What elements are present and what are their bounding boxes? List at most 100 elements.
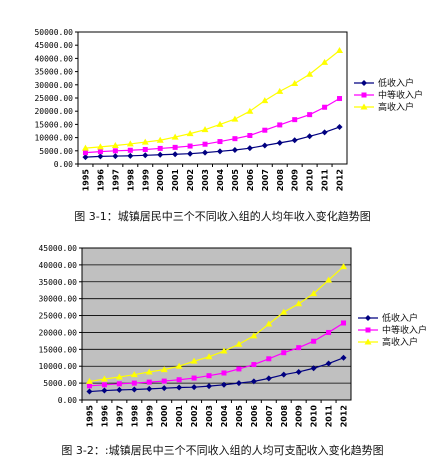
- data-point: [205, 353, 213, 360]
- data-point: [127, 147, 133, 153]
- series-line: [89, 266, 344, 383]
- data-point: [246, 145, 253, 152]
- x-tick-label: 2011: [321, 169, 330, 192]
- data-point: [81, 144, 89, 151]
- data-point: [85, 377, 93, 384]
- data-point: [131, 386, 138, 393]
- data-point: [97, 149, 103, 155]
- x-tick-label: 2002: [186, 169, 195, 191]
- data-point: [251, 362, 257, 368]
- data-point: [291, 137, 298, 144]
- x-tick-label: 2010: [306, 169, 315, 192]
- x-tick-label: 2003: [205, 405, 214, 427]
- legend-entry: 中等收入户: [354, 89, 423, 101]
- data-point: [101, 387, 108, 394]
- y-tick-label: 15000.00: [34, 120, 73, 129]
- data-point: [202, 141, 208, 147]
- data-point: [112, 153, 119, 160]
- data-point: [175, 362, 183, 369]
- x-tick-label: 2006: [250, 405, 259, 428]
- y-tick-label: 25000.00: [38, 312, 77, 321]
- data-point: [201, 126, 209, 133]
- chart-1-svg: 0.00 5000.00 10000.00 15000.00 20000.00 25000…: [34, 28, 423, 192]
- chart-2: 0.00 5000.00 10000.00 15000.00 20000.00 25000…: [0, 232, 445, 463]
- y-tick-label: 45000.00: [34, 41, 73, 50]
- chart-1-caption: 图 3-1：城镇居民中三个不同收入组的人均年收入变化趋势图: [74, 210, 371, 223]
- y-tick-label: 5000.00: [43, 379, 77, 388]
- data-point: [111, 142, 119, 149]
- x-tick-label: 2007: [261, 169, 270, 191]
- x-tick-label: 1999: [141, 169, 150, 192]
- data-point: [86, 388, 93, 395]
- y-tick-label: 30000.00: [38, 295, 77, 304]
- y-tick-label: 5000.00: [39, 147, 73, 156]
- data-point: [265, 375, 272, 382]
- chart-2-svg: 0.00 5000.00 10000.00 15000.00 20000.00 25000…: [38, 244, 427, 428]
- x-tick-label: 2009: [295, 405, 304, 428]
- data-point: [115, 373, 123, 380]
- legend-label: 高收入户: [378, 101, 414, 113]
- y-tick-label: 35000.00: [34, 68, 73, 77]
- data-point: [322, 104, 328, 110]
- data-point: [291, 79, 299, 86]
- data-point: [276, 87, 284, 94]
- data-point: [216, 148, 223, 155]
- plot-area: [81, 247, 352, 401]
- data-point: [326, 329, 332, 335]
- series-3: [81, 46, 344, 151]
- data-point: [97, 153, 104, 160]
- data-point: [82, 154, 89, 161]
- legend-label: 中等收入户: [382, 324, 427, 336]
- data-point: [292, 117, 298, 123]
- data-point: [276, 139, 283, 146]
- x-tick-label: 2005: [235, 405, 244, 428]
- data-point: [261, 97, 269, 104]
- data-point: [100, 375, 108, 382]
- y-tick-label: 20000.00: [34, 107, 73, 116]
- series-3: [85, 263, 348, 384]
- x-tick-label: 2000: [156, 169, 165, 192]
- y-tick-label: 10000.00: [38, 362, 77, 371]
- data-point: [172, 151, 179, 158]
- data-point: [250, 332, 258, 339]
- chart-1: 0.00 5000.00 10000.00 15000.00 20000.00 25000…: [0, 0, 445, 230]
- legend-marker: [360, 103, 368, 110]
- y-tick-label: 25000.00: [34, 94, 73, 103]
- data-point: [311, 338, 317, 344]
- data-point: [141, 138, 149, 145]
- data-point: [116, 386, 123, 393]
- data-point: [325, 360, 332, 367]
- data-point: [221, 370, 227, 376]
- data-point: [156, 136, 164, 143]
- data-point: [176, 377, 182, 383]
- x-tick-label: 1998: [130, 405, 139, 428]
- data-point: [187, 143, 193, 149]
- y-tick-label: 35000.00: [38, 278, 77, 287]
- data-point: [142, 152, 149, 159]
- data-point: [262, 127, 268, 133]
- y-tick-label: 45000.00: [38, 244, 77, 253]
- data-point: [202, 149, 209, 156]
- data-point: [206, 373, 212, 379]
- x-tick-label: 2012: [336, 169, 345, 191]
- y-tick-label: 40000.00: [34, 54, 73, 63]
- data-point: [157, 145, 163, 151]
- data-point: [157, 151, 164, 158]
- data-point: [206, 383, 213, 390]
- legend-marker: [361, 92, 367, 98]
- data-point: [82, 150, 88, 156]
- x-tick-label: 1997: [115, 405, 124, 427]
- data-point: [341, 320, 347, 326]
- x-tick-label: 2004: [216, 169, 225, 192]
- legend-label: 低收入户: [382, 312, 418, 324]
- data-point: [325, 276, 333, 283]
- data-point: [296, 345, 302, 351]
- legend-entry: 高收入户: [358, 336, 418, 348]
- data-point: [161, 378, 167, 384]
- legend-label: 中等收入户: [378, 89, 423, 101]
- data-point: [280, 308, 288, 315]
- data-point: [265, 320, 273, 327]
- data-point: [96, 143, 104, 150]
- series-2: [82, 96, 343, 156]
- y-tick-label: 0.00: [58, 396, 77, 405]
